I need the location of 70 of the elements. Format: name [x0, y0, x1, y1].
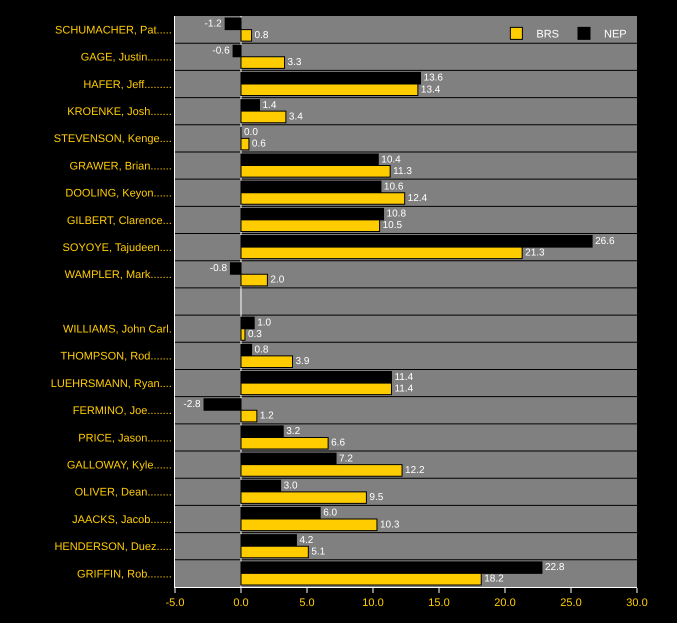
y-tick-label: HAFER, Jeff.........	[83, 78, 172, 91]
data-label: 18.2	[484, 574, 504, 585]
y-tick-label: WILLIAMS, John Carl.	[62, 324, 172, 336]
y-tick-label: SCHUMACHER, Pat.....	[55, 24, 172, 36]
data-label: 22.8	[544, 562, 565, 574]
data-label: 1.2	[260, 410, 274, 422]
y-tick-label: STEVENSON, Kenge....	[54, 133, 172, 146]
x-tick-label: 30.0	[626, 597, 648, 610]
y-tick-label: THOMPSON, Rod.......	[60, 350, 172, 363]
data-label: 11.4	[394, 372, 414, 383]
y-tick-label: PRICE, Jason........	[78, 432, 172, 444]
y-tick-label: JAACKS, Jacob.......	[72, 514, 172, 526]
data-label: 13.4	[420, 84, 441, 96]
data-label: 21.3	[525, 247, 546, 258]
data-label: -2.8	[183, 398, 202, 410]
y-tick-label: WAMPLER, Mark.......	[64, 269, 172, 282]
data-label: 26.6	[595, 236, 616, 247]
data-label: 7.2	[339, 453, 354, 464]
data-label: 10.4	[381, 154, 402, 166]
data-label: 0.0	[244, 127, 258, 138]
data-label: 12.4	[408, 193, 428, 204]
y-tick-label: GILBERT, Clarence...	[66, 214, 172, 227]
data-label: 4.2	[299, 534, 314, 546]
data-label: 1.0	[257, 317, 272, 328]
data-label: 9.5	[369, 492, 384, 504]
y-tick-label: SOYOYE, Tajudeen....	[62, 242, 172, 254]
y-tick-label: GRIFFIN, Rob........	[77, 568, 172, 580]
data-label: 0.6	[252, 138, 266, 150]
y-tick-label: LUEHRSMANN, Ryan....	[50, 378, 172, 390]
y-tick-label: OLIVER, Dean........	[74, 486, 172, 499]
legend-label: NEP	[604, 28, 627, 41]
data-label: 0.8	[254, 344, 269, 356]
data-label: -0.6	[212, 46, 230, 57]
data-label: -1.2	[204, 18, 222, 30]
x-tick-label: 15.0	[428, 597, 450, 610]
data-label: 10.5	[382, 220, 402, 232]
data-label: 3.2	[286, 426, 301, 438]
y-tick-label: GRAWER, Brian.......	[70, 160, 172, 172]
data-label: 12.2	[405, 464, 425, 476]
data-label: 3.0	[284, 480, 298, 492]
data-label: 10.8	[386, 208, 406, 220]
data-label: 6.6	[331, 438, 346, 449]
x-tick-label: -5.0	[166, 597, 184, 610]
data-label: 13.6	[424, 72, 444, 84]
x-tick-label: 0.0	[233, 597, 249, 610]
y-tick-label: KROENKE, Josh.......	[67, 106, 172, 118]
y-tick-label: GAGE, Justin........	[80, 52, 172, 64]
data-label: 0.3	[248, 328, 262, 340]
y-tick-label: HENDERSON, Duez.....	[54, 541, 172, 554]
data-label: 1.4	[262, 100, 277, 111]
y-tick-label: FERMINO, Joe........	[72, 405, 172, 418]
data-label: 10.3	[380, 519, 400, 530]
y-tick-label: GALLOWAY, Kyle......	[66, 459, 172, 472]
data-label: 10.6	[384, 181, 404, 192]
x-tick-label: 5.0	[299, 597, 315, 610]
data-label: 6.0	[323, 508, 338, 519]
x-tick-label: 25.0	[560, 597, 582, 610]
data-label: 2.0	[270, 274, 285, 286]
x-tick-label: 10.0	[362, 597, 384, 610]
data-label: 11.3	[393, 166, 412, 177]
legend-label: BRS	[536, 28, 560, 41]
data-label: -0.8	[210, 263, 228, 274]
data-label: 11.4	[394, 383, 414, 394]
data-label: 5.1	[311, 546, 326, 558]
x-tick-label: 20.0	[494, 597, 516, 610]
data-label: 0.8	[254, 30, 269, 41]
data-label: 3.9	[295, 356, 310, 368]
data-label: 3.3	[288, 57, 302, 68]
data-label: 3.4	[288, 111, 304, 122]
y-tick-label: DOOLING, Keyon......	[65, 188, 172, 200]
